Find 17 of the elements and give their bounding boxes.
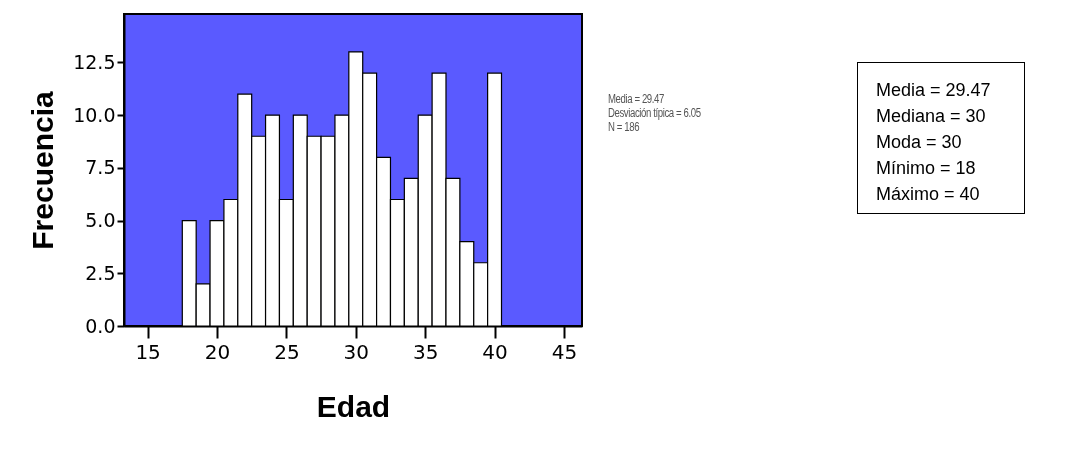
x-tick-label: 15 <box>135 339 161 364</box>
y-tick-label: 5.0 <box>85 209 116 232</box>
x-axis-title: Edad <box>316 389 391 423</box>
x-tick-label: 30 <box>343 339 369 364</box>
text: Media = 29.47 Desviación típica = 6.05 N = 186 <box>608 92 701 134</box>
x-tick-label: 45 <box>551 339 578 364</box>
y-tick-label: 2.5 <box>85 261 116 284</box>
y-tick-label: 12.5 <box>73 50 116 73</box>
y-tick-label: 0.0 <box>85 314 116 337</box>
x-tick-label: 40 <box>482 339 508 364</box>
x-tick-label: 20 <box>204 339 231 364</box>
y-tick-label: 10.0 <box>73 103 116 126</box>
x-tick-label: 35 <box>412 339 439 364</box>
y-axis-title: Frecuencia <box>26 90 60 250</box>
y-tick-label: 7.5 <box>85 156 116 179</box>
text-box: Media = 29.47 Mediana = 30 Moda = 30 Mínimo = 18 Máximo = 40 <box>857 62 1025 214</box>
x-tick-label: 25 <box>274 339 300 364</box>
